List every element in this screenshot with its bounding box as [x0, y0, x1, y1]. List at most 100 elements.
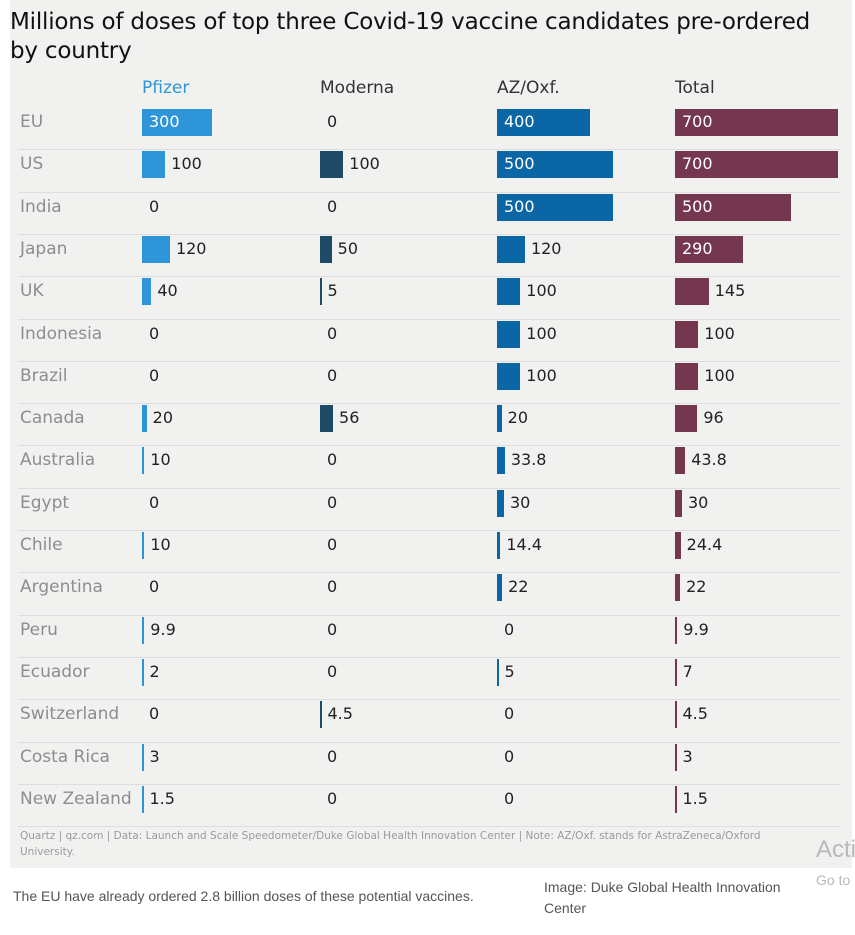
- row-divider: [18, 233, 841, 235]
- bar-1-1: [320, 151, 344, 179]
- bar-0-2: [497, 109, 591, 136]
- chart-source-note: Quartz | qz.com | Data: Launch and Scale…: [20, 830, 761, 858]
- value-label: 3: [682, 746, 693, 766]
- value-label: 4.5: [327, 704, 353, 724]
- bar-13-2: [497, 658, 499, 686]
- bar-7-0: [142, 405, 147, 433]
- value-label: 20: [152, 408, 174, 428]
- value-label: 40: [157, 281, 178, 301]
- row-divider: [18, 276, 841, 278]
- row-divider: [18, 614, 841, 616]
- value-label: 0: [149, 323, 160, 343]
- bar-5-2: [497, 320, 521, 348]
- value-label: 1.5: [149, 788, 175, 808]
- value-label: 120: [530, 238, 562, 258]
- row-divider: [18, 572, 841, 574]
- row-divider: [18, 445, 841, 447]
- value-label: 10: [150, 535, 171, 554]
- row-divider: [18, 360, 841, 362]
- value-label: 0: [149, 577, 160, 597]
- bar-14-3: [675, 701, 677, 729]
- bar-7-2: [497, 405, 502, 433]
- value-label: 700: [682, 112, 713, 131]
- value-label: 0: [327, 450, 338, 470]
- country-label: Argentina: [20, 577, 103, 598]
- country-label: Egypt: [20, 492, 70, 513]
- value-label: 500: [504, 196, 535, 216]
- bar-1-0: [142, 151, 166, 179]
- value-label: 56: [339, 408, 360, 428]
- country-label: UK: [20, 281, 44, 302]
- value-label: 0: [327, 619, 338, 639]
- value-label: 290: [682, 238, 713, 258]
- bar-15-0: [142, 743, 144, 771]
- value-label: 4.5: [682, 704, 708, 724]
- chart-title: Millions of doses of top three Covid-19 …: [10, 9, 811, 64]
- row-divider: [18, 530, 841, 531]
- bar-8-2: [497, 447, 505, 475]
- row-divider: [18, 826, 841, 828]
- bar-3-2: [497, 235, 525, 263]
- value-label: 0: [504, 746, 515, 766]
- bar-14-1: [320, 701, 322, 729]
- value-label: 30: [687, 492, 709, 512]
- bar-4-3: [675, 278, 709, 306]
- value-label: 1.5: [682, 788, 708, 808]
- bar-10-0: [142, 532, 145, 559]
- column-header-0: Pfizer: [142, 78, 190, 98]
- country-label: Indonesia: [20, 323, 103, 344]
- value-label: 100: [349, 154, 380, 174]
- value-label: 5: [504, 661, 515, 681]
- value-label: 300: [149, 112, 180, 131]
- bar-0-0: [142, 109, 212, 136]
- value-label: 0: [327, 535, 338, 554]
- value-label: 20: [507, 408, 529, 428]
- bar-16-0: [142, 785, 144, 813]
- value-label: 100: [704, 323, 735, 343]
- column-header-2: AZ/Oxf.: [497, 78, 560, 98]
- bar-12-0: [142, 616, 145, 644]
- country-label: Switzerland: [20, 704, 120, 725]
- value-label: 400: [504, 112, 535, 131]
- row-divider: [18, 318, 841, 320]
- bar-7-3: [675, 405, 698, 433]
- bar-7-1: [320, 405, 334, 433]
- value-label: 0: [327, 196, 338, 216]
- value-label: 500: [682, 196, 713, 216]
- value-label: 9.9: [150, 619, 176, 639]
- bar-3-3: [675, 235, 743, 263]
- value-label: 100: [526, 323, 557, 343]
- value-label: 0: [327, 365, 338, 385]
- value-label: 120: [175, 238, 207, 258]
- bar-4-1: [320, 278, 322, 306]
- bar-11-2: [497, 574, 503, 602]
- activate-windows-watermark-subtext: Go to: [816, 872, 851, 888]
- activate-windows-watermark: Acti: [816, 836, 855, 863]
- value-label: 43.8: [691, 450, 727, 470]
- bar-6-2: [497, 362, 521, 390]
- value-label: 0: [327, 746, 338, 766]
- value-label: 3: [149, 746, 160, 766]
- bar-8-0: [142, 447, 145, 475]
- country-label: Brazil: [20, 365, 68, 386]
- bar-2-3: [675, 193, 792, 221]
- bar-1-3: [675, 151, 838, 179]
- value-label: 0: [327, 577, 338, 597]
- bar-0-3: [675, 109, 838, 136]
- value-label: 0: [327, 661, 338, 681]
- column-header-3: Total: [675, 78, 715, 98]
- row-divider: [18, 699, 841, 701]
- bar-15-3: [675, 743, 677, 771]
- value-label: 0: [504, 704, 515, 724]
- value-label: 22: [508, 577, 529, 597]
- value-label: 100: [526, 365, 557, 385]
- value-label: 0: [149, 492, 160, 512]
- value-label: 0: [327, 112, 338, 131]
- country-label: Australia: [20, 450, 96, 471]
- chart-table: Pfizer Moderna AZ/Oxf. Total EU 300 0 400 700 US 1…: [18, 78, 841, 828]
- country-label: New Zealand: [20, 788, 132, 809]
- value-label: 0: [504, 788, 515, 808]
- bar-5-3: [675, 320, 699, 348]
- value-label: 0: [504, 619, 515, 639]
- bar-10-2: [497, 532, 501, 559]
